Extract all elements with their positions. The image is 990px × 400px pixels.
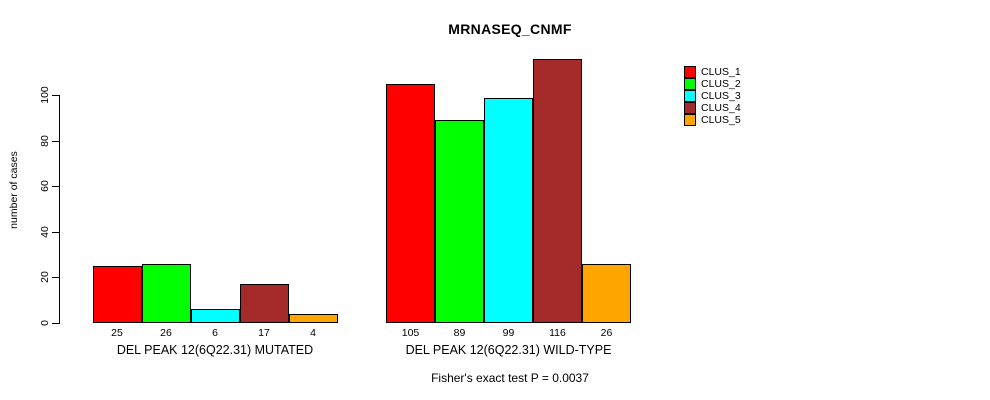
bar-clus_5-group1 <box>288 313 338 323</box>
bar-clus_3-group2 <box>484 97 533 323</box>
bar-value-label: 105 <box>401 327 420 339</box>
bar-clus_1-group2 <box>386 83 435 323</box>
legend-label: CLUS_1 <box>701 66 741 78</box>
bar-value-label: 89 <box>453 327 466 339</box>
bar-value-label: 26 <box>600 327 613 339</box>
y-tick-label: 60 <box>39 180 51 193</box>
y-tick-mark <box>52 95 59 96</box>
y-tick-label: 20 <box>39 271 51 284</box>
bar-clus_2-group1 <box>141 263 191 323</box>
legend: CLUS_1 CLUS_2 CLUS_3 CLUS_4 CLUS_5 <box>684 66 741 126</box>
x-axis-group-label: DEL PEAK 12(6Q22.31) MUTATED <box>116 343 314 357</box>
bar-clus_1-group1 <box>92 266 142 323</box>
legend-label: CLUS_2 <box>701 78 741 90</box>
bar-value-label: 6 <box>212 327 218 339</box>
y-tick-label: 40 <box>39 226 51 238</box>
legend-item-clus_2: CLUS_2 <box>684 78 741 90</box>
bar-value-label: 99 <box>502 327 515 339</box>
legend-swatch-icon <box>684 90 696 102</box>
legend-item-clus_4: CLUS_4 <box>684 102 741 114</box>
bar-clus_4-group2 <box>533 58 582 323</box>
legend-swatch-icon <box>684 78 696 90</box>
y-axis-line <box>59 95 60 324</box>
bar-clus_4-group1 <box>239 284 289 323</box>
bar-clus_2-group2 <box>435 120 484 323</box>
x-axis-group-label: DEL PEAK 12(6Q22.31) WILD-TYPE <box>405 343 612 357</box>
legend-label: CLUS_5 <box>701 114 741 126</box>
y-tick-mark <box>52 277 59 278</box>
y-tick-label: 100 <box>39 86 51 105</box>
bar-value-label: 17 <box>258 327 270 339</box>
bar-value-label: 25 <box>111 327 123 339</box>
legend-swatch-icon <box>684 102 696 114</box>
legend-item-clus_5: CLUS_5 <box>684 114 741 126</box>
chart-title: MRNASEQ_CNMF <box>448 21 572 37</box>
bar-value-label: 4 <box>310 327 316 339</box>
bar-value-label: 26 <box>160 327 172 339</box>
legend-item-clus_3: CLUS_3 <box>684 90 741 102</box>
bar-clus_5-group2 <box>582 263 631 323</box>
fisher-test-annotation: Fisher's exact test P = 0.0037 <box>431 371 589 385</box>
y-tick-mark <box>52 323 59 324</box>
bar-value-label: 116 <box>549 327 566 339</box>
y-tick-mark <box>52 141 59 142</box>
y-tick-mark <box>52 232 59 233</box>
legend-label: CLUS_3 <box>701 90 741 102</box>
legend-swatch-icon <box>684 66 696 78</box>
y-tick-label: 0 <box>39 320 51 326</box>
legend-item-clus_1: CLUS_1 <box>684 66 741 78</box>
y-tick-mark <box>52 186 59 187</box>
legend-label: CLUS_4 <box>701 102 741 114</box>
legend-swatch-icon <box>684 114 696 126</box>
bar-clus_3-group1 <box>190 309 240 323</box>
y-axis-label: number of cases <box>8 151 20 229</box>
y-tick-label: 80 <box>39 134 51 147</box>
